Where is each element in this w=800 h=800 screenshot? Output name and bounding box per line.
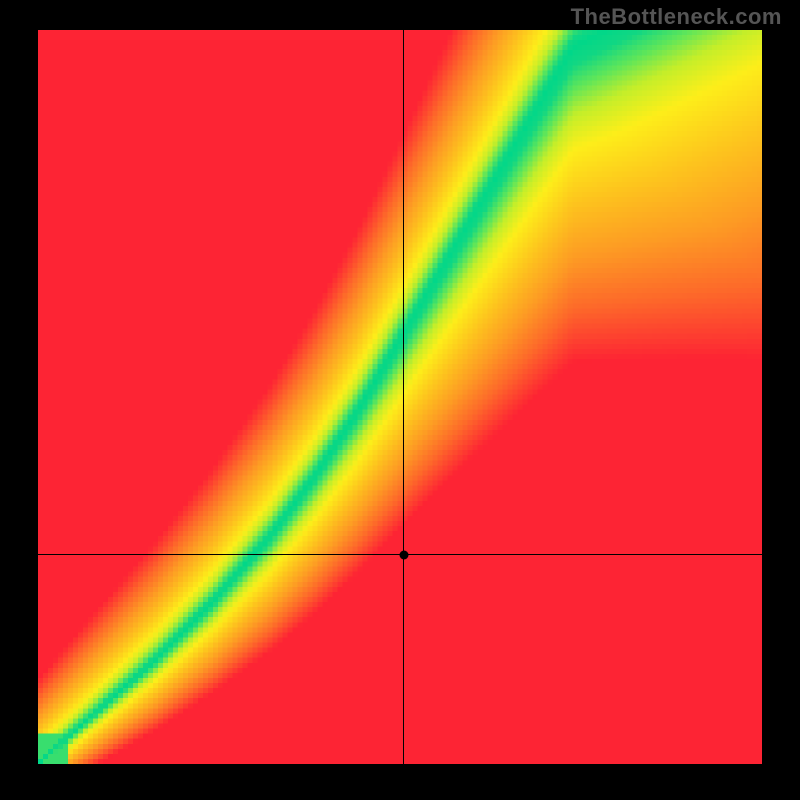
crosshair-vertical-line bbox=[403, 30, 404, 764]
chart-container: { "watermark": { "text": "TheBottleneck.… bbox=[0, 0, 800, 800]
crosshair-marker-dot bbox=[399, 550, 408, 559]
watermark-text: TheBottleneck.com bbox=[571, 4, 782, 30]
bottleneck-heatmap bbox=[38, 30, 762, 764]
